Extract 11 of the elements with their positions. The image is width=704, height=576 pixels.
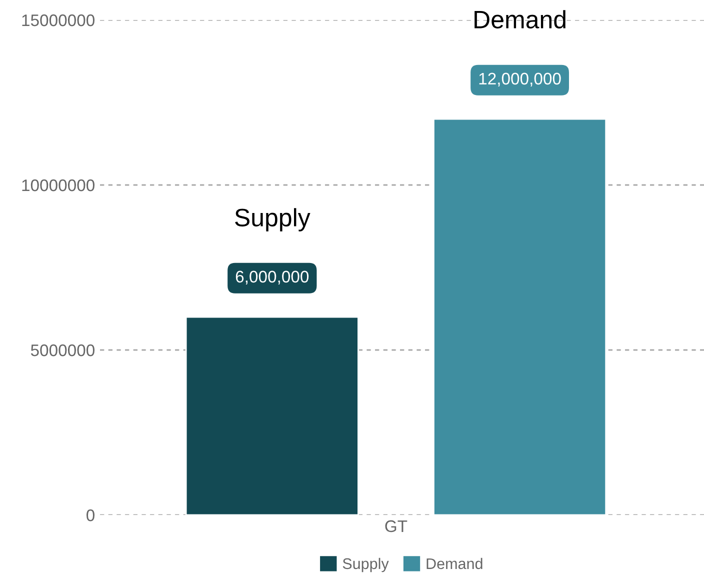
data-label: 6,000,000 <box>236 270 309 285</box>
data-label: 12,000,000 <box>479 72 561 87</box>
text: Supply <box>235 208 310 232</box>
text: Demand <box>474 10 566 28</box>
legend-label: Demand <box>426 558 482 570</box>
y-tick-label: 15000000 <box>22 14 94 26</box>
y-tick-label: 0 <box>86 509 94 522</box>
y-tick-label: 5000000 <box>30 344 94 356</box>
legend-label: Supply <box>342 558 389 572</box>
x-tick-label: GT <box>385 520 408 532</box>
y-tick-label: 10000000 <box>22 179 94 192</box>
